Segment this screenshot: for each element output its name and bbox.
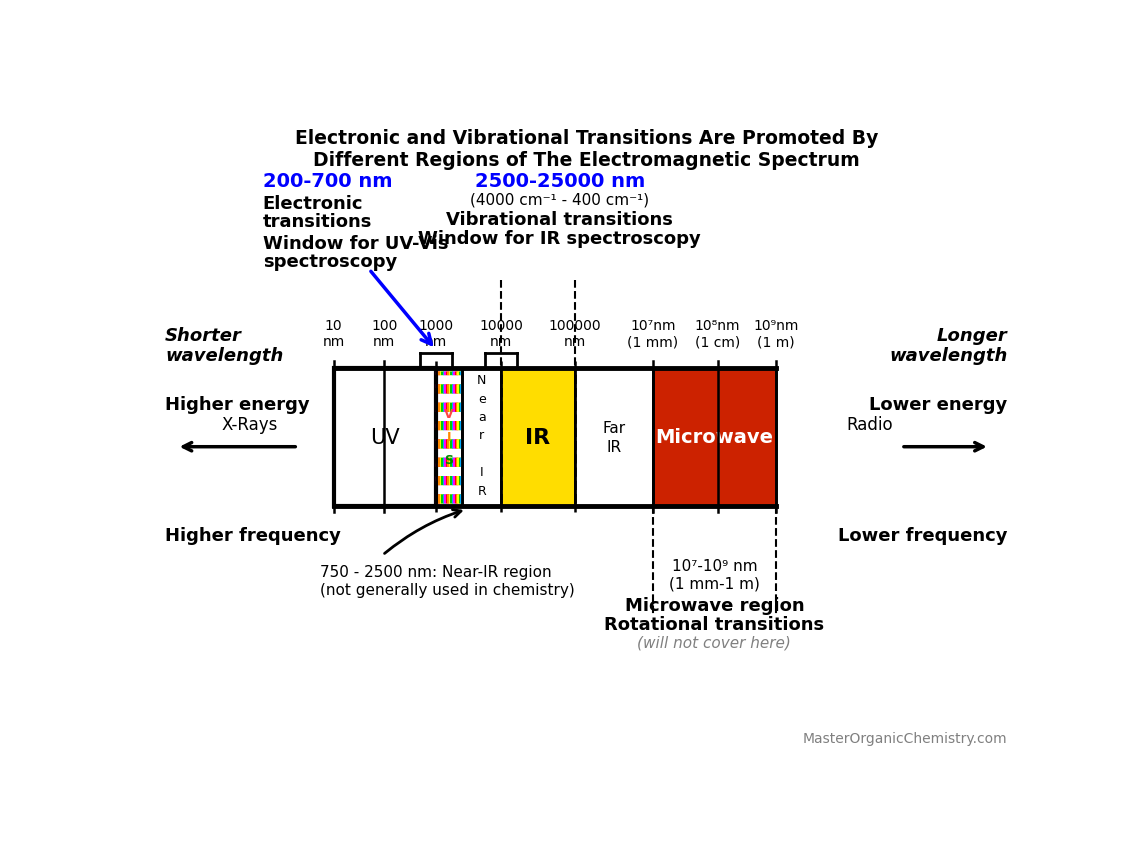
Text: wavelength: wavelength <box>889 346 1008 364</box>
Text: nm: nm <box>564 335 586 349</box>
Bar <box>334 368 436 507</box>
Text: Lower frequency: Lower frequency <box>837 527 1008 545</box>
Text: 2500-25000 nm: 2500-25000 nm <box>475 171 645 191</box>
Text: (not generally used in chemistry): (not generally used in chemistry) <box>320 583 575 597</box>
Text: MasterOrganicChemistry.com: MasterOrganicChemistry.com <box>803 731 1008 746</box>
Text: Shorter: Shorter <box>165 327 243 345</box>
Bar <box>653 368 776 507</box>
Text: 10⁷nm: 10⁷nm <box>630 319 676 333</box>
Text: 100: 100 <box>371 319 397 333</box>
Text: spectroscopy: spectroscopy <box>263 252 397 270</box>
Text: a: a <box>478 410 485 423</box>
Text: V: V <box>444 408 454 421</box>
Text: 100000: 100000 <box>548 319 601 333</box>
Bar <box>501 368 574 507</box>
Text: Higher energy: Higher energy <box>165 396 310 414</box>
Text: 10⁷-10⁹ nm: 10⁷-10⁹ nm <box>672 558 757 573</box>
Text: UV: UV <box>370 427 399 447</box>
Text: 10000: 10000 <box>479 319 523 333</box>
Text: Window for UV-Vis: Window for UV-Vis <box>263 235 448 252</box>
Text: Electronic and Vibrational Transitions Are Promoted By: Electronic and Vibrational Transitions A… <box>295 129 877 148</box>
Text: (4000 cm⁻¹ - 400 cm⁻¹): (4000 cm⁻¹ - 400 cm⁻¹) <box>470 193 650 208</box>
Text: R: R <box>477 484 486 497</box>
Bar <box>462 368 501 507</box>
Text: I: I <box>446 431 451 444</box>
Text: r: r <box>479 429 484 442</box>
Bar <box>574 368 653 507</box>
Text: 1000: 1000 <box>418 319 453 333</box>
Text: 10⁸nm: 10⁸nm <box>694 319 740 333</box>
Text: S: S <box>444 454 453 467</box>
Text: Far
IR: Far IR <box>602 421 626 454</box>
Text: Longer: Longer <box>937 327 1008 345</box>
Text: N: N <box>477 374 486 386</box>
Text: nm: nm <box>373 335 396 349</box>
Text: Electronic: Electronic <box>263 195 363 213</box>
Text: Rotational transitions: Rotational transitions <box>604 616 825 634</box>
Text: Different Regions of The Electromagnetic Spectrum: Different Regions of The Electromagnetic… <box>313 151 859 170</box>
Text: (1 m): (1 m) <box>757 335 795 349</box>
Text: (1 mm-1 m): (1 mm-1 m) <box>669 576 760 590</box>
Text: nm: nm <box>490 335 513 349</box>
Text: 750 - 2500 nm: Near-IR region: 750 - 2500 nm: Near-IR region <box>320 565 551 579</box>
Bar <box>436 368 462 507</box>
Text: Microwave: Microwave <box>656 428 773 447</box>
Text: Radio: Radio <box>847 415 893 433</box>
Text: 200-700 nm: 200-700 nm <box>263 171 392 191</box>
Text: e: e <box>478 392 485 405</box>
Text: 10⁹nm: 10⁹nm <box>754 319 799 333</box>
Text: Lower energy: Lower energy <box>869 396 1008 414</box>
Text: X-Rays: X-Rays <box>221 415 278 433</box>
Text: Microwave region: Microwave region <box>625 596 804 614</box>
Text: (will not cover here): (will not cover here) <box>637 635 792 650</box>
Text: Window for IR spectroscopy: Window for IR spectroscopy <box>419 229 701 247</box>
Text: nm: nm <box>424 335 446 349</box>
Text: Vibrational transitions: Vibrational transitions <box>446 211 673 229</box>
Text: I: I <box>479 466 484 479</box>
Text: Higher frequency: Higher frequency <box>165 527 341 545</box>
Text: nm: nm <box>323 335 344 349</box>
Text: IR: IR <box>525 427 550 447</box>
Text: wavelength: wavelength <box>165 346 284 364</box>
Text: (1 mm): (1 mm) <box>627 335 678 349</box>
Text: 10: 10 <box>325 319 342 333</box>
Text: transitions: transitions <box>263 213 372 231</box>
Text: (1 cm): (1 cm) <box>694 335 740 349</box>
